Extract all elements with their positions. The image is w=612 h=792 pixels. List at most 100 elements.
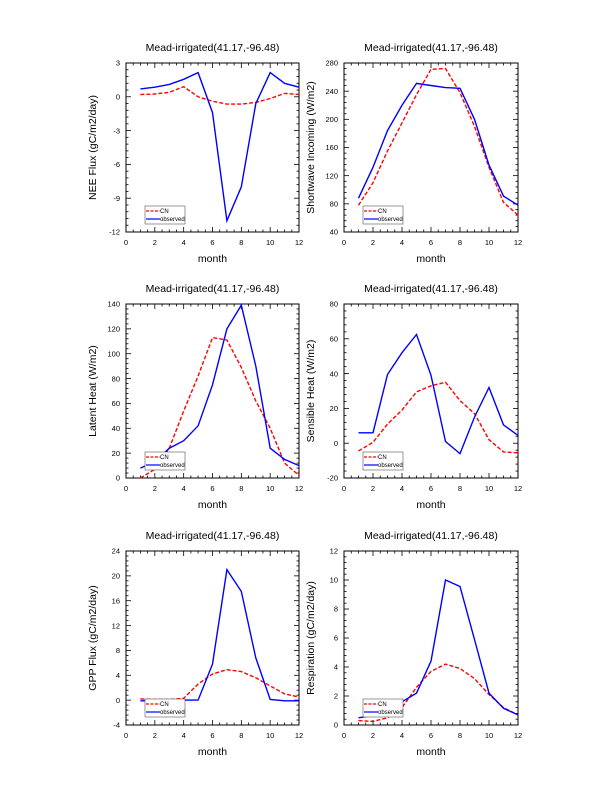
x-tick-label: 12 bbox=[295, 238, 303, 247]
x-tick-label: 10 bbox=[266, 731, 274, 740]
y-tick-label: 6 bbox=[334, 634, 338, 643]
y-tick-label: 60 bbox=[330, 335, 338, 344]
chart-title: Mead-irrigated(41.17,-96.48) bbox=[364, 283, 498, 295]
y-tick-label: 60 bbox=[112, 399, 120, 408]
legend: CN observed bbox=[362, 451, 404, 471]
y-tick-label: 200 bbox=[325, 115, 338, 124]
chart-panel-4: Mead-irrigated(41.17,-96.48) 0 2 4 6 8 10 12 -20… bbox=[305, 283, 522, 511]
y-tick-label: 100 bbox=[107, 349, 120, 358]
y-tick-label: 40 bbox=[330, 228, 338, 237]
legend: CN observed bbox=[362, 205, 404, 225]
chart-panel-3: Mead-irrigated(41.17,-96.48)0 2 4 6 8 10 12020… bbox=[87, 283, 303, 511]
x-tick-label: 0 bbox=[342, 238, 346, 247]
y-tick-label: 40 bbox=[112, 424, 120, 433]
x-tick-label: 8 bbox=[458, 238, 462, 247]
y-tick-label: 20 bbox=[112, 572, 120, 581]
x-axis-label: month bbox=[198, 253, 227, 265]
legend-label: CN bbox=[160, 702, 169, 708]
series-line-cn bbox=[358, 663, 519, 723]
x-tick-label: 4 bbox=[182, 484, 186, 493]
x-tick-label: 12 bbox=[514, 238, 522, 247]
legend-label: CN bbox=[160, 455, 169, 461]
legend: CN observed bbox=[144, 205, 186, 225]
x-tick-label: 4 bbox=[400, 238, 404, 247]
y-axis-label: NEE Flux (gC/m2/day) bbox=[87, 95, 99, 200]
x-tick-label: 6 bbox=[429, 484, 433, 493]
y-tick-label: 4 bbox=[116, 671, 120, 680]
x-tick-label: 2 bbox=[371, 484, 375, 493]
x-tick-label: 8 bbox=[458, 484, 462, 493]
x-tick-label: 12 bbox=[514, 484, 522, 493]
y-tick-label: 20 bbox=[330, 404, 338, 413]
y-tick-label: -4 bbox=[113, 721, 120, 730]
y-tick-label: 10 bbox=[330, 576, 338, 585]
y-tick-label: 280 bbox=[325, 59, 338, 68]
chart-title: Mead-irrigated(41.17,-96.48) bbox=[364, 42, 498, 54]
x-tick-label: 10 bbox=[266, 484, 274, 493]
series-line-cn bbox=[358, 381, 519, 454]
y-tick-label: 80 bbox=[330, 300, 338, 309]
x-tick-label: 6 bbox=[210, 731, 214, 740]
x-tick-label: 2 bbox=[153, 238, 157, 247]
series-line-cn bbox=[357, 67, 519, 216]
x-tick-label: 0 bbox=[342, 484, 346, 493]
x-tick-label: 4 bbox=[400, 731, 404, 740]
series-line-observed bbox=[140, 567, 299, 702]
x-tick-label: 2 bbox=[153, 731, 157, 740]
x-tick-label: 6 bbox=[210, 238, 214, 247]
y-tick-label: -9 bbox=[113, 194, 120, 203]
y-tick-label: 140 bbox=[107, 300, 120, 309]
legend: CN observed bbox=[144, 451, 186, 471]
chart-panel-6: Mead-irrigated(41.17,-96.48) 0 2 4 6 8 10 12 0 2 4… bbox=[305, 530, 522, 758]
legend-label: CN bbox=[378, 209, 387, 215]
y-axis-label: Shortwave Incoming (W/m2) bbox=[305, 81, 317, 213]
chart-title: Mead-irrigated(41.17,-96.48) bbox=[146, 42, 280, 54]
x-tick-label: 10 bbox=[485, 484, 493, 493]
y-axis-label: Latent Heat (W/m2) bbox=[87, 345, 99, 437]
y-tick-label: -20 bbox=[327, 474, 338, 483]
y-tick-label: 12 bbox=[112, 621, 120, 630]
y-tick-label: 2 bbox=[334, 692, 338, 701]
series-line-observed bbox=[140, 303, 300, 469]
legend: CN observed bbox=[144, 698, 186, 718]
series-line-observed bbox=[357, 82, 519, 206]
x-axis-label: month bbox=[416, 499, 445, 511]
chart-panel-2: Mead-irrigated(41.17,-96.48) 0 2 4 6 8 10 12 40 8… bbox=[305, 42, 522, 265]
series-line-cn bbox=[140, 85, 300, 105]
legend-label: observed bbox=[378, 217, 403, 223]
series-line-cn bbox=[140, 668, 300, 701]
x-tick-label: 2 bbox=[371, 731, 375, 740]
x-tick-label: 4 bbox=[182, 238, 186, 247]
x-tick-label: 0 bbox=[124, 238, 128, 247]
y-tick-label: 20 bbox=[112, 449, 120, 458]
y-tick-label: 80 bbox=[330, 200, 338, 209]
y-tick-label: 0 bbox=[116, 474, 120, 483]
chart-title: Mead-irrigated(41.17,-96.48) bbox=[146, 283, 280, 295]
y-axis-label: Sensible Heat (W/m2) bbox=[305, 340, 317, 443]
x-tick-label: 0 bbox=[342, 731, 346, 740]
x-tick-label: 0 bbox=[124, 484, 128, 493]
x-tick-label: 12 bbox=[514, 731, 522, 740]
x-tick-label: 6 bbox=[210, 484, 214, 493]
y-tick-label: 16 bbox=[112, 596, 120, 605]
x-tick-label: 6 bbox=[429, 731, 433, 740]
y-tick-label: 80 bbox=[112, 374, 120, 383]
y-tick-label: -12 bbox=[109, 228, 120, 237]
x-axis-label: month bbox=[198, 746, 227, 758]
x-tick-label: 10 bbox=[485, 238, 493, 247]
series-line-observed bbox=[140, 71, 300, 224]
x-tick-label: 2 bbox=[153, 484, 157, 493]
legend-label: CN bbox=[160, 209, 169, 215]
y-tick-label: 0 bbox=[334, 721, 338, 730]
y-axis-label: GPP Flux (gC/m2/day) bbox=[87, 585, 99, 690]
y-axis-label: Respiration (gC/m2/day) bbox=[305, 581, 317, 695]
y-tick-label: -3 bbox=[113, 126, 120, 135]
x-tick-label: 8 bbox=[239, 484, 243, 493]
x-tick-label: 4 bbox=[400, 484, 404, 493]
x-tick-label: 4 bbox=[182, 731, 186, 740]
x-tick-label: 12 bbox=[295, 731, 303, 740]
x-tick-label: 8 bbox=[239, 731, 243, 740]
legend-label: observed bbox=[160, 710, 185, 716]
x-tick-label: 6 bbox=[429, 238, 433, 247]
